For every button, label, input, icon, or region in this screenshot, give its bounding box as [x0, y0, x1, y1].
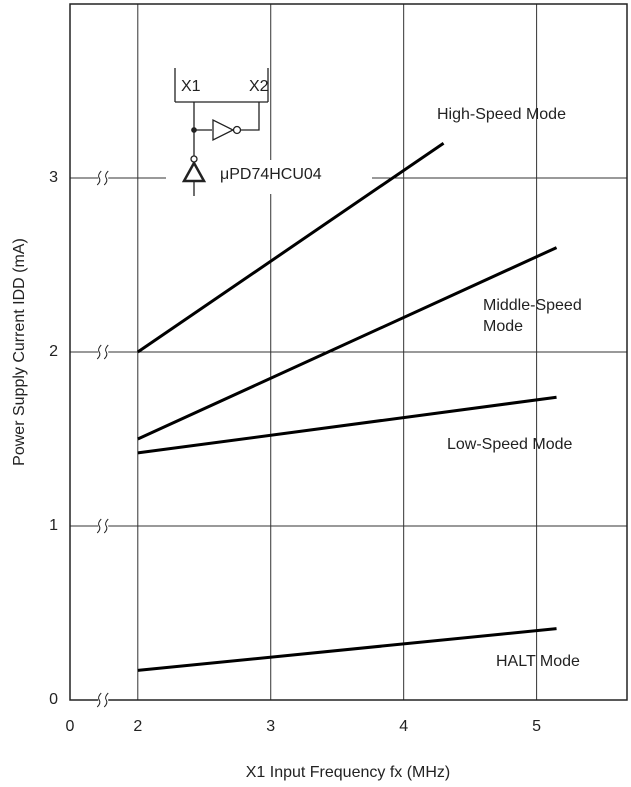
- y-tick-label: 0: [49, 691, 58, 708]
- break-mark: [96, 344, 109, 360]
- x-tick-label: 4: [399, 718, 408, 735]
- y-tick-label: 1: [49, 517, 58, 534]
- inset-part-label: μPD74HCU04: [220, 166, 322, 183]
- inverter: [181, 160, 207, 183]
- series-label-box: HALT Mode: [496, 653, 580, 670]
- y-tick-label: 3: [49, 169, 58, 186]
- series-label: High-Speed Mode: [437, 106, 566, 123]
- inset-circuit: [174, 68, 269, 196]
- series-label: Low-Speed Mode: [447, 436, 573, 453]
- y-tick-label: 2: [49, 343, 58, 360]
- series-label-box: Low-Speed Mode: [447, 436, 573, 453]
- inverter-bubble: [190, 155, 198, 163]
- break-gap: [98, 349, 109, 355]
- series-label: HALT Mode: [496, 653, 580, 670]
- break-mark: [96, 518, 109, 534]
- y-axis-label: Power Supply Current IDD (mA): [11, 238, 28, 466]
- series-line: [137, 627, 557, 672]
- series-line: [137, 395, 557, 455]
- break-gap: [98, 697, 109, 703]
- series-label-box: Middle-Speed Mode: [483, 297, 582, 335]
- x-axis-label: X1 Input Frequency fx (MHz): [246, 764, 451, 781]
- inset-pin-label: X2: [249, 78, 269, 95]
- inset-bg: [166, 160, 372, 194]
- inverter-bubble: [232, 125, 242, 135]
- x-tick-label: 2: [133, 718, 142, 735]
- series-line: [136, 141, 445, 354]
- break-mark: [96, 170, 109, 186]
- plot-frame: [69, 3, 628, 701]
- inset-pin-label: X1: [181, 78, 201, 95]
- x-tick-label: 5: [532, 718, 541, 735]
- inset-node: [191, 127, 197, 133]
- break-gap: [98, 523, 109, 529]
- inset-bracket: [174, 68, 269, 103]
- series-label-box: High-Speed Mode: [437, 106, 566, 123]
- break-gap: [98, 175, 109, 181]
- series-line: [137, 246, 558, 441]
- break-mark: [96, 692, 109, 708]
- series-label: Middle-Speed Mode: [483, 297, 582, 335]
- inverter: [212, 118, 235, 142]
- x-tick-label: 0: [66, 718, 75, 735]
- x-tick-label: 3: [266, 718, 275, 735]
